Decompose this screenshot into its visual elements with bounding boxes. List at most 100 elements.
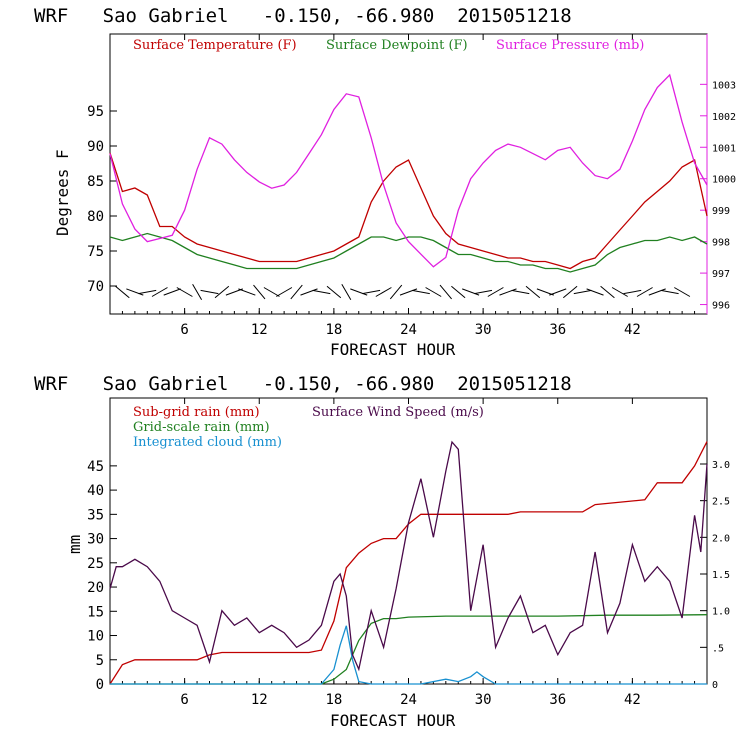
wind-barb (253, 284, 266, 300)
y2-tick-label: 2.0 (712, 533, 730, 544)
y-tick-label: 25 (87, 556, 104, 572)
legend-surface-dewpoint: Surface Dewpoint (F) (326, 38, 468, 53)
x-tick-label: 24 (400, 322, 417, 338)
wind-barb (200, 289, 219, 295)
y-tick-label: 80 (87, 209, 104, 225)
wind-barb (151, 287, 168, 297)
legend-integrated-cloud: Integrated cloud (mm) (133, 435, 282, 450)
y2-tick-label: 1003 (712, 80, 736, 91)
y-tick-label: 85 (87, 174, 104, 190)
series-line-surface-dewpoint-f (109, 232, 708, 273)
wind-barb (399, 288, 418, 296)
wind-barb (600, 285, 615, 299)
wind-barb (412, 289, 430, 295)
y2-tick-label: 999 (712, 206, 730, 217)
wind-barb (300, 288, 318, 296)
wind-barb (312, 289, 331, 295)
top-y-axis-label: Degrees F (53, 149, 72, 236)
wind-barb (290, 284, 303, 300)
bottom-chart-title: WRF Sao Gabriel -0.150, -66.980 20150512… (34, 373, 572, 395)
series-line-grid-scale-rain-mm (110, 614, 708, 685)
y-tick-label: 0 (96, 677, 104, 693)
wind-barb (562, 285, 578, 299)
wind-barb (176, 287, 193, 297)
x-tick-label: 18 (325, 322, 342, 338)
legend-surface-pressure: Surface Pressure (mb) (496, 38, 644, 53)
wind-barb (573, 289, 592, 295)
top-wind-barbs (115, 283, 691, 301)
x-tick-label: 24 (400, 692, 417, 708)
wind-barb (425, 287, 442, 297)
series-line-surface-wind-speed-m-s (109, 440, 708, 672)
top-series (109, 73, 708, 273)
wind-barb (525, 285, 541, 299)
x-tick-label: 36 (549, 692, 566, 708)
y2-tick-label: 2.5 (712, 497, 730, 508)
y2-tick-label: 997 (712, 269, 730, 280)
wind-barb (660, 289, 679, 295)
y2-tick-label: 996 (712, 301, 730, 312)
wind-barb (511, 289, 530, 295)
y-tick-label: 45 (87, 459, 104, 475)
y2-tick-label: 3.0 (712, 460, 730, 471)
wind-barb (389, 284, 403, 300)
x-tick-label: 30 (475, 322, 492, 338)
wind-barb (326, 285, 342, 299)
series-line-surface-pressure-mb (109, 73, 708, 268)
x-tick-label: 36 (549, 322, 566, 338)
wind-barb (362, 289, 381, 295)
x-tick-label: 42 (624, 322, 641, 338)
y2-tick-label: .5 (712, 643, 724, 654)
top-plot-frame (109, 33, 708, 315)
series-line-integrated-cloud-mm (110, 625, 707, 685)
wind-barb (192, 283, 203, 301)
top-chart-title: WRF Sao Gabriel -0.150, -66.980 20150512… (34, 5, 572, 27)
y-tick-label: 70 (87, 279, 104, 295)
wind-barb (487, 287, 504, 297)
wind-barb (138, 289, 157, 295)
wind-barb (611, 287, 628, 297)
wind-barb (238, 288, 256, 296)
top-ticks: 6 12 18 24 30 36 42 70 75 80 85 90 95 996 997 998 999 100… (87, 34, 736, 338)
y2-tick-label: 1.5 (712, 570, 730, 581)
wind-barb (263, 287, 280, 297)
y2-tick-label: 1000 (712, 175, 736, 186)
legend-surface-wind-speed: Surface Wind Speed (m/s) (312, 405, 484, 420)
y2-tick-label: 1002 (712, 112, 736, 123)
wind-barb (462, 288, 480, 296)
y-tick-label: 15 (87, 604, 104, 620)
y-tick-label: 40 (87, 483, 104, 499)
wind-barb (636, 287, 653, 297)
wind-barb (214, 285, 230, 299)
x-tick-label: 6 (180, 322, 188, 338)
x-tick-label: 12 (251, 692, 268, 708)
wind-barb (126, 288, 144, 296)
bottom-x-axis-label: FORECAST HOUR (330, 711, 456, 730)
y-tick-label: 75 (87, 244, 104, 260)
x-tick-label: 18 (325, 692, 342, 708)
bottom-series (109, 440, 708, 685)
wind-barb (439, 284, 452, 300)
wind-barb (549, 288, 567, 296)
legend-grid-scale-rain: Grid-scale rain (mm) (133, 420, 270, 435)
x-tick-label: 30 (475, 692, 492, 708)
y2-tick-label: 1001 (712, 143, 736, 154)
series-line-sub-grid-rain-mm (109, 441, 708, 685)
legend-subgrid-rain: Sub-grid rain (mm) (133, 405, 260, 420)
wind-barb (499, 288, 517, 296)
legend-surface-temperature: Surface Temperature (F) (133, 38, 297, 53)
y2-tick-label: 998 (712, 238, 730, 249)
y-tick-label: 95 (87, 104, 104, 120)
wind-barb (474, 289, 493, 295)
wind-barb (375, 287, 392, 297)
wind-barb (623, 289, 642, 295)
series-line-surface-temperature-f (109, 152, 708, 270)
y2-tick-label: 0 (712, 680, 718, 691)
wind-barb (451, 285, 466, 299)
top-x-axis-label: FORECAST HOUR (330, 340, 456, 359)
bottom-y-axis-label: mm (65, 535, 84, 554)
wind-barb (341, 283, 352, 301)
wind-barb (163, 288, 181, 296)
y-tick-label: 5 (96, 653, 104, 669)
